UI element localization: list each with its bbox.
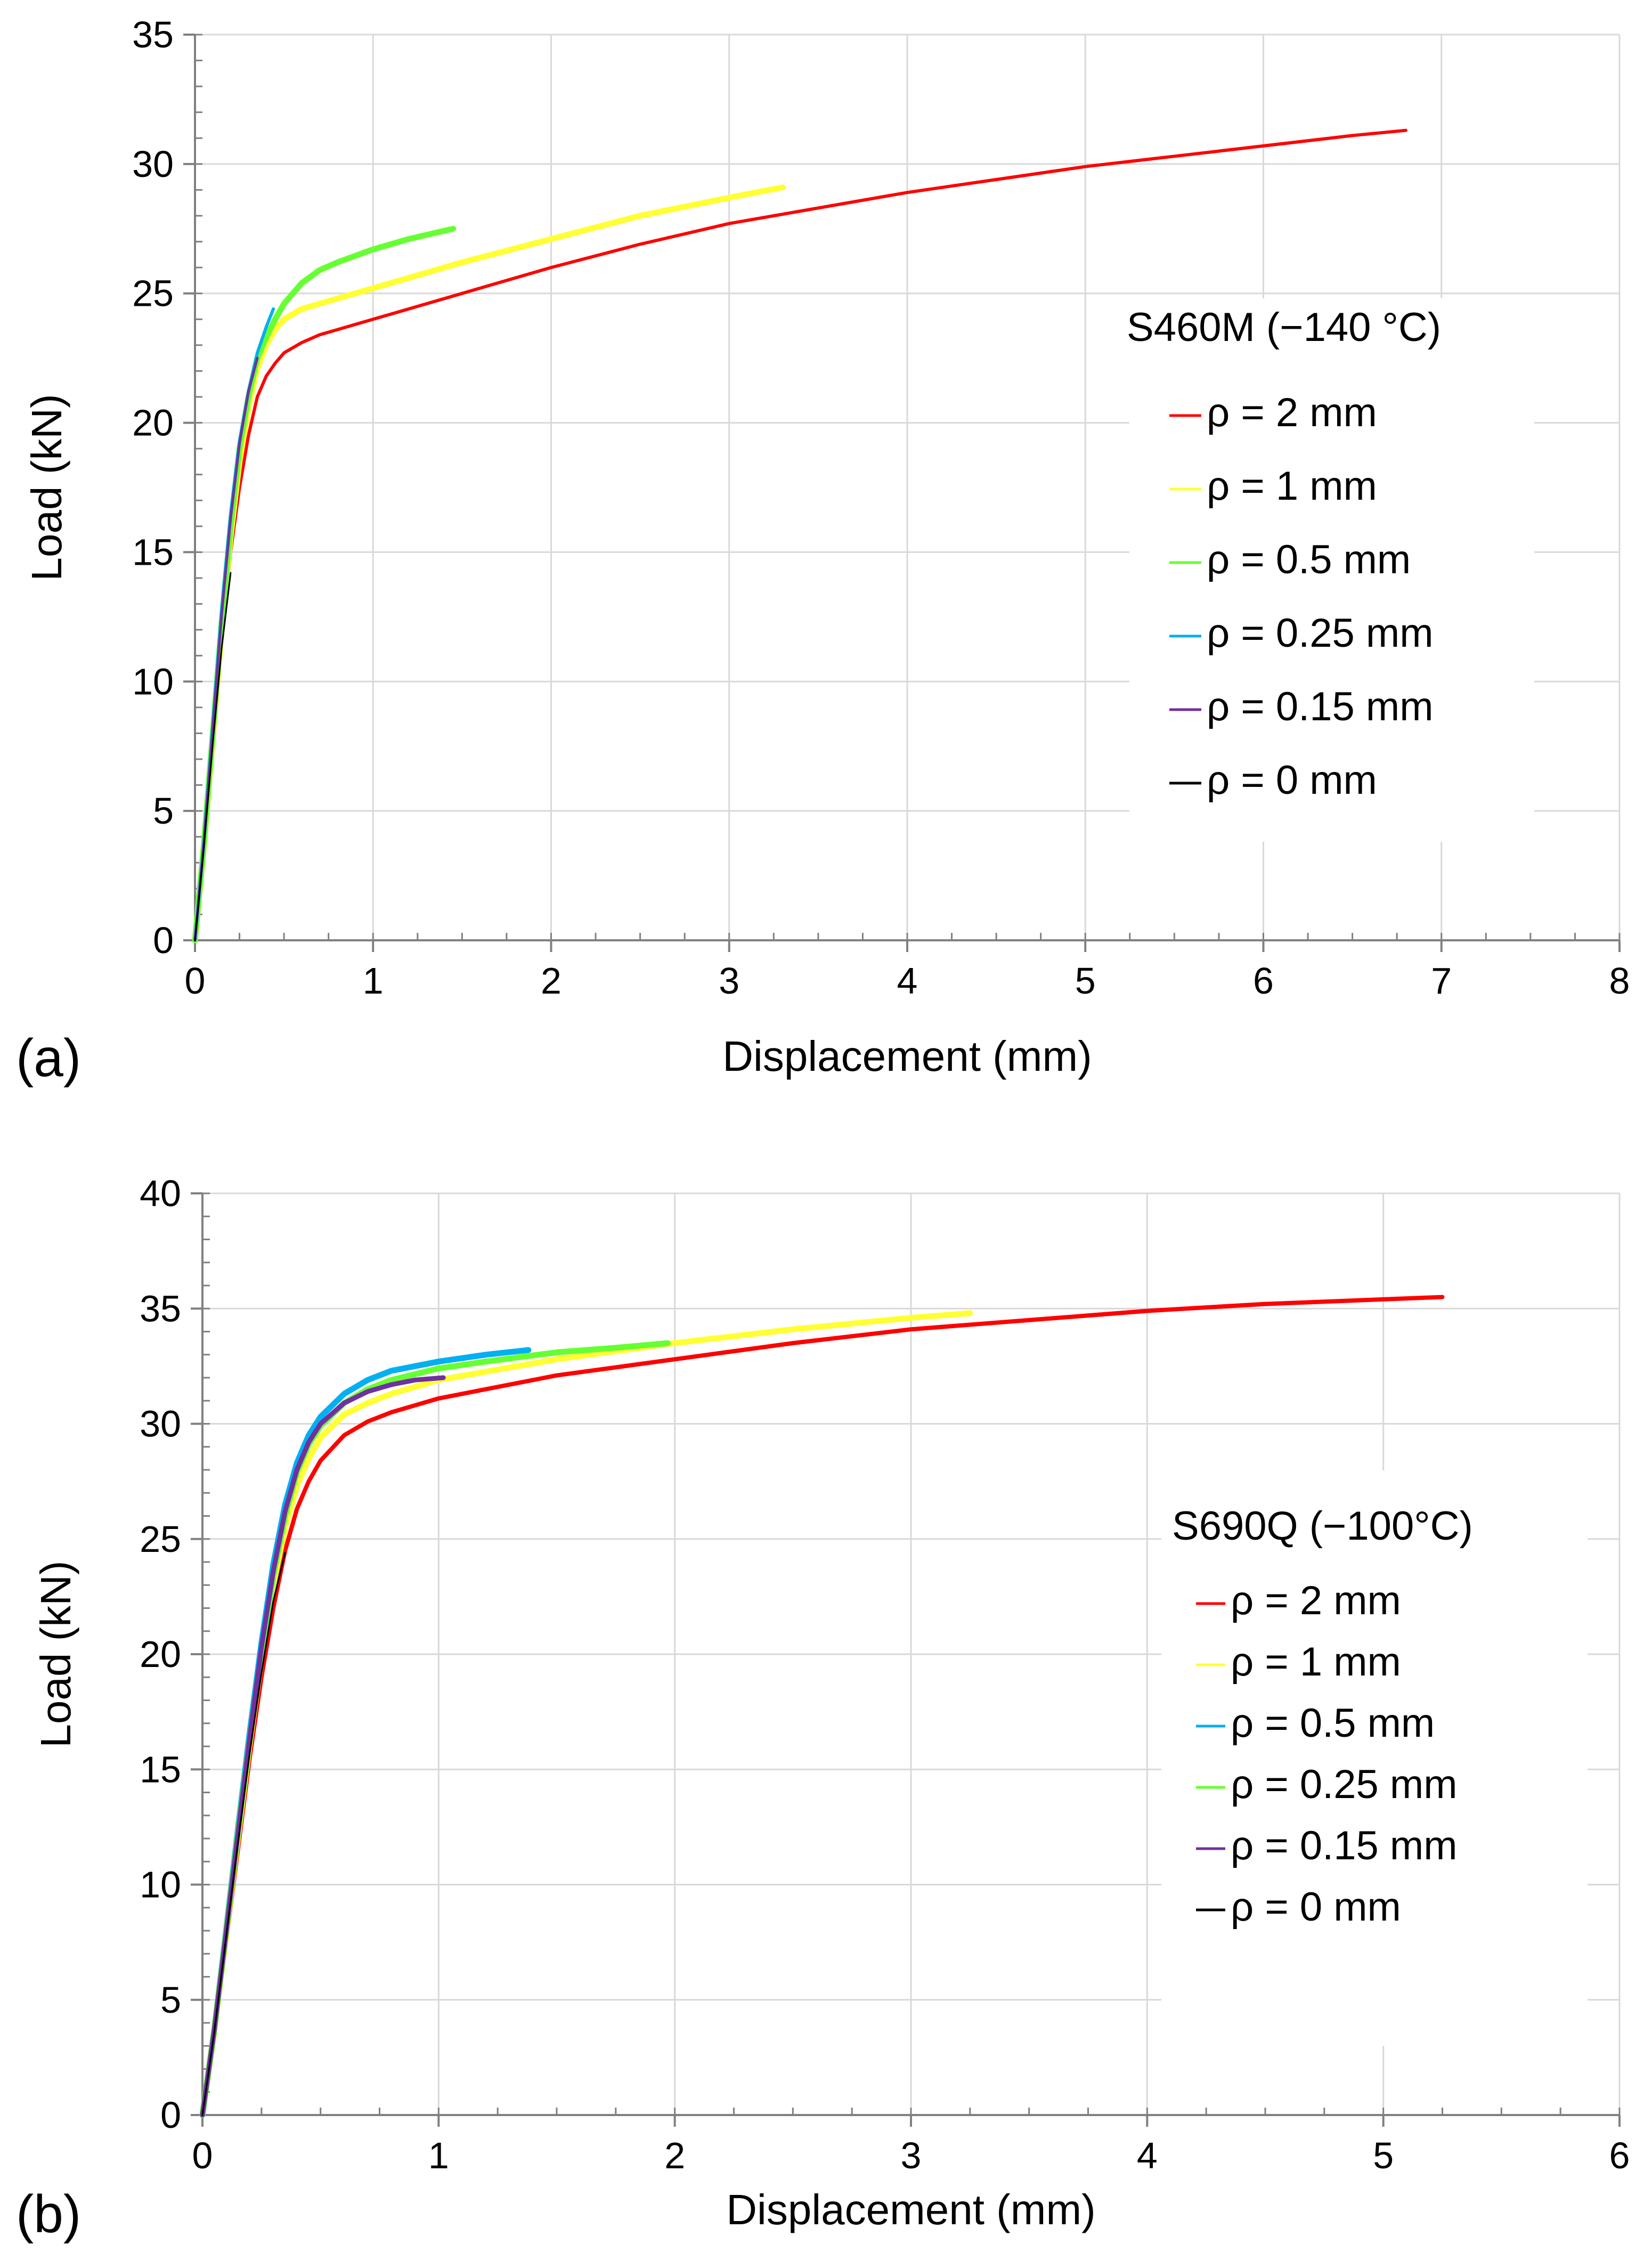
x-tick-label: 8: [1609, 960, 1630, 1002]
legend-entry-label: ρ = 0.25 mm: [1231, 1762, 1458, 1807]
y-tick-label: 40: [140, 1173, 181, 1214]
x-tick-label: 4: [897, 960, 918, 1002]
x-tick-label: 5: [1373, 2135, 1394, 2176]
x-tick-label: 2: [664, 2135, 685, 2176]
x-tick-label: 7: [1431, 960, 1452, 1002]
y-tick-label: 35: [132, 14, 174, 55]
legend-entry-label: ρ = 2 mm: [1231, 1578, 1401, 1623]
legend-background: [1129, 298, 1534, 842]
y-tick-label: 5: [153, 790, 174, 832]
series-line-5: [194, 572, 232, 941]
legend-entry-label: ρ = 1 mm: [1207, 463, 1377, 509]
legend-entry-label: ρ = 0.15 mm: [1231, 1823, 1458, 1868]
y-tick-label: 15: [140, 1748, 181, 1790]
x-tick-label: 4: [1137, 2135, 1158, 2176]
legend-entry-label: ρ = 0.5 mm: [1231, 1701, 1435, 1746]
chart-a: 0 1 2 3 4 5 6 7 8 0 5 10 15 20 25 30 35 Displacement (mm)…: [16, 14, 1630, 1088]
y-axis-label: Load (kN): [23, 394, 70, 581]
x-tick-label: 5: [1075, 960, 1096, 1002]
series-line-5: [201, 1552, 286, 2116]
x-tick-label: 0: [192, 2135, 213, 2176]
x-tick-label: 2: [541, 960, 561, 1002]
x-tick-label: 1: [363, 960, 384, 1002]
y-tick-label: 35: [140, 1288, 181, 1329]
x-tick-label: 1: [428, 2135, 449, 2176]
legend-title: S460M (−140 °C): [1127, 305, 1441, 350]
y-tick-label: 30: [140, 1403, 181, 1445]
y-tick-label: 20: [140, 1633, 181, 1675]
legend-entry-label: ρ = 0.5 mm: [1207, 537, 1411, 582]
chart-b: 0 1 2 3 4 5 6 0 5 10 15 20 25 30 35 40 Displacement (mm)…: [16, 1173, 1630, 2244]
x-axis-label: Displacement (mm): [722, 1032, 1092, 1080]
y-tick-label: 15: [132, 531, 174, 573]
legend-entry-label: ρ = 2 mm: [1207, 390, 1377, 435]
panel-label: (a): [16, 1028, 81, 1088]
legend-entry-label: ρ = 0.25 mm: [1207, 611, 1434, 656]
x-tick-label: 6: [1609, 2135, 1630, 2176]
y-tick-label: 10: [132, 661, 174, 702]
y-tick-label: 25: [140, 1518, 181, 1560]
y-axis-label: Load (kN): [32, 1560, 79, 1747]
legend-entry-label: ρ = 0 mm: [1207, 758, 1377, 803]
y-tick-label: 5: [160, 1979, 181, 2021]
y-tick-label: 0: [160, 2094, 181, 2136]
series-line-4: [200, 1375, 446, 2118]
x-tick-label: 6: [1253, 960, 1274, 1002]
x-tick-label: 3: [719, 960, 739, 1002]
y-tick-label: 25: [132, 273, 174, 314]
legend-title: S690Q (−100°C): [1172, 1503, 1473, 1549]
x-axis-label: Displacement (mm): [726, 2186, 1095, 2233]
y-tick-label: 20: [132, 402, 174, 444]
legend-entry-label: ρ = 1 mm: [1231, 1639, 1401, 1685]
legend-background: [1161, 1470, 1588, 2046]
x-tick-label: 3: [901, 2135, 922, 2176]
y-tick-label: 10: [140, 1864, 181, 1906]
y-tick-label: 30: [132, 143, 174, 185]
x-tick-label: 0: [185, 960, 206, 1002]
panel-label: (b): [16, 2184, 81, 2244]
legend-entry-label: ρ = 0 mm: [1231, 1884, 1401, 1930]
y-tick-label: 0: [153, 920, 174, 961]
legend-entry-label: ρ = 0.15 mm: [1207, 684, 1434, 729]
